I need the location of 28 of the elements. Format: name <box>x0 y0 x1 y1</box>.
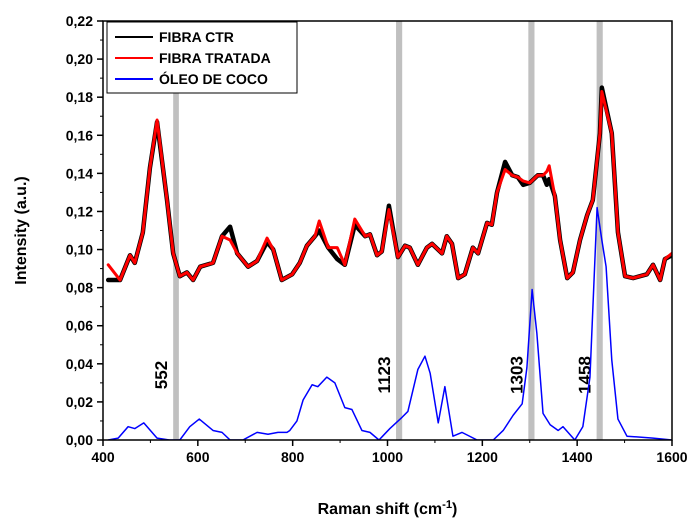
legend-label: FIBRA CTR <box>159 29 234 45</box>
y-tick-label: 0,04 <box>66 356 94 372</box>
legend-label: FIBRA TRATADA <box>159 50 271 66</box>
y-tick-label: 0,00 <box>66 432 94 448</box>
y-tick-label: 0,06 <box>66 318 94 334</box>
x-tick-label: 800 <box>280 449 305 465</box>
band-label: 552 <box>152 360 172 390</box>
band-label: 1303 <box>507 356 526 394</box>
y-tick-label: 0,12 <box>66 203 94 220</box>
x-tick-label: 400 <box>91 449 115 465</box>
y-tick-label: 0,02 <box>66 394 94 410</box>
x-tick-label: 600 <box>186 449 210 465</box>
y-tick-label: 0,08 <box>66 280 94 296</box>
x-tick-label: 1000 <box>372 449 404 465</box>
y-tick-label: 0,22 <box>66 13 94 29</box>
y-axis-title: Intensity (a.u.) <box>13 176 30 285</box>
y-tick-label: 0,16 <box>66 127 94 144</box>
band-label: 1123 <box>375 356 394 394</box>
y-tick-label: 0,14 <box>66 165 94 182</box>
y-tick-label: 0,10 <box>66 242 94 258</box>
line-series <box>107 206 672 440</box>
y-tick-label: 0,20 <box>66 51 94 68</box>
x-tick-label: 1600 <box>656 449 688 465</box>
x-axis-title: Raman shift (cm$^{-1}$) <box>318 499 458 518</box>
legend-label: ÓLEO DE COCO <box>159 71 268 87</box>
x-tick-label: 1400 <box>562 449 593 465</box>
y-tick-label: 0,18 <box>66 89 94 106</box>
x-tick-label: 1200 <box>466 449 498 465</box>
